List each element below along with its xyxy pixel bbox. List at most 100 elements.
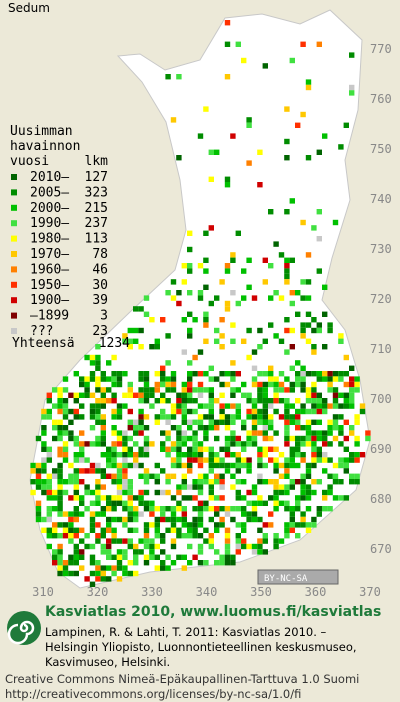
occurrence-square	[273, 543, 279, 550]
occurrence-square	[203, 371, 209, 377]
occurrence-square	[349, 381, 355, 388]
occurrence-square	[305, 419, 312, 425]
occurrence-square	[262, 392, 268, 398]
occurrence-square	[219, 392, 225, 398]
occurrence-square	[278, 371, 285, 377]
occurrence-square	[295, 311, 301, 317]
map-title: Sedum	[8, 1, 50, 15]
occurrence-square	[165, 435, 171, 442]
occurrence-square	[127, 408, 133, 415]
occurrence-square	[262, 403, 268, 409]
occurrence-square	[197, 549, 204, 555]
occurrence-square	[278, 462, 285, 469]
occurrence-square	[208, 387, 214, 393]
occurrence-square	[89, 376, 96, 382]
occurrence-square	[62, 441, 69, 447]
occurrence-square	[224, 41, 231, 47]
occurrence-square	[143, 543, 150, 550]
occurrence-square	[138, 306, 144, 312]
occurrence-square	[246, 284, 252, 290]
occurrence-square	[133, 506, 139, 512]
occurrence-square	[35, 484, 42, 490]
occurrence-square	[338, 414, 344, 420]
occurrence-square	[187, 311, 193, 317]
occurrence-square	[300, 473, 306, 479]
occurrence-square	[278, 538, 285, 544]
occurrence-square	[343, 371, 349, 377]
occurrence-square	[46, 533, 52, 539]
occurrence-square	[230, 506, 236, 512]
occurrence-square	[224, 403, 231, 409]
occurrence-square	[143, 527, 150, 533]
occurrence-square	[241, 268, 247, 274]
legend-swatch	[11, 328, 17, 334]
legend-total: 1234	[99, 336, 130, 351]
occurrence-square	[57, 570, 63, 577]
occurrence-square	[181, 398, 187, 404]
occurrence-square	[57, 468, 63, 474]
occurrence-square	[300, 371, 306, 377]
occurrence-square	[143, 435, 150, 442]
occurrence-square	[116, 516, 123, 523]
grid-y-label: 730	[370, 242, 392, 256]
occurrence-square	[262, 435, 268, 442]
occurrence-square	[230, 560, 236, 566]
grid-y-label: 700	[370, 392, 392, 406]
occurrence-square	[251, 376, 258, 382]
occurrence-square	[165, 446, 171, 452]
occurrence-square	[143, 538, 150, 544]
occurrence-square	[41, 430, 47, 436]
occurrence-square	[68, 430, 74, 436]
occurrence-square	[241, 338, 247, 344]
occurrence-square	[197, 516, 204, 523]
occurrence-square	[219, 419, 225, 425]
occurrence-square	[89, 392, 96, 398]
cc-badge-text: BY-NC-SA	[264, 574, 308, 584]
occurrence-square	[170, 279, 177, 285]
occurrence-square	[46, 516, 52, 523]
occurrence-square	[311, 398, 317, 404]
occurrence-square	[181, 495, 187, 501]
occurrence-square	[122, 430, 128, 436]
occurrence-square	[62, 414, 69, 420]
occurrence-square	[208, 457, 214, 463]
occurrence-square	[235, 441, 241, 447]
occurrence-square	[332, 425, 339, 431]
occurrence-square	[52, 435, 58, 442]
occurrence-square	[300, 452, 306, 458]
occurrence-square	[300, 516, 306, 523]
occurrence-square	[73, 441, 79, 447]
occurrence-square	[46, 473, 52, 479]
occurrence-square	[289, 57, 295, 64]
occurrence-square	[208, 484, 214, 490]
occurrence-square	[68, 495, 74, 501]
occurrence-square	[116, 414, 123, 420]
occurrence-square	[268, 435, 274, 442]
occurrence-square	[138, 495, 144, 501]
occurrence-square	[127, 452, 133, 458]
occurrence-square	[235, 300, 241, 307]
occurrence-square	[84, 468, 90, 474]
occurrence-square	[41, 479, 47, 485]
occurrence-square	[73, 435, 79, 442]
occurrence-square	[176, 403, 182, 409]
occurrence-square	[284, 387, 290, 393]
occurrence-square	[349, 430, 355, 436]
occurrence-square	[224, 511, 231, 517]
occurrence-square	[224, 506, 231, 512]
occurrence-square	[332, 387, 339, 393]
occurrence-square	[208, 468, 214, 474]
occurrence-square	[181, 533, 187, 539]
occurrence-square	[84, 387, 90, 393]
grid-x-label: 320	[87, 585, 109, 599]
occurrence-square	[62, 387, 69, 393]
occurrence-square	[52, 549, 58, 555]
occurrence-square	[127, 338, 133, 344]
occurrence-square	[127, 516, 133, 523]
occurrence-square	[268, 522, 274, 528]
occurrence-square	[73, 398, 79, 404]
occurrence-square	[343, 468, 349, 474]
occurrence-square	[208, 533, 214, 539]
occurrence-square	[116, 495, 123, 501]
occurrence-square	[111, 457, 117, 463]
